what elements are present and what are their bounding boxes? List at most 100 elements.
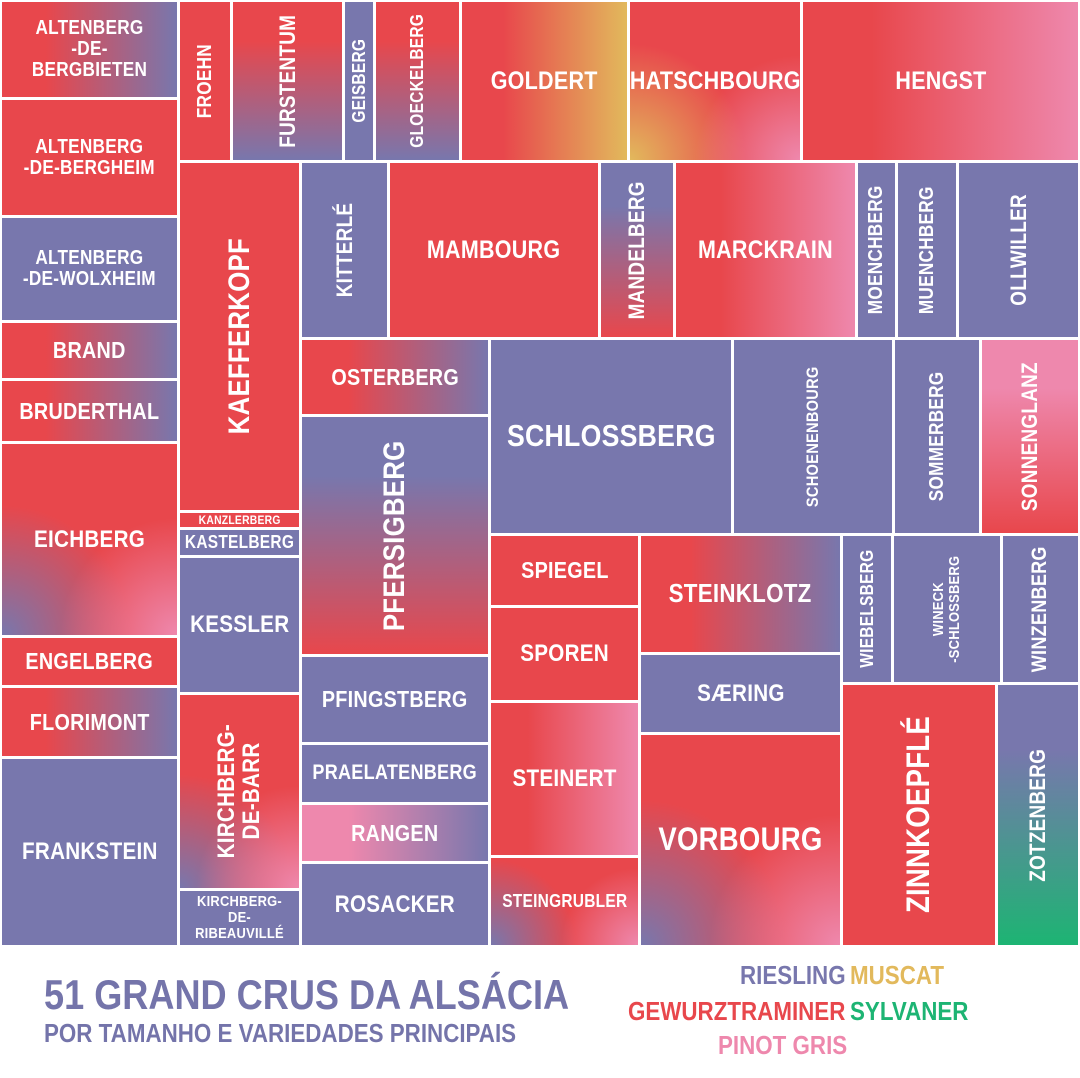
cell-label: SPIEGEL [520, 557, 609, 584]
treemap: ALTENBERG -DE-BERGBIETEN ALTENBERG -DE-BE… [2, 2, 1078, 945]
treemap-cell: SOMMERBERG [895, 340, 979, 533]
cell-label: SONNENGLANZ [1017, 362, 1043, 511]
cell-label: KITTERLÉ [331, 202, 357, 298]
treemap-cell: FROEHN [180, 2, 230, 160]
treemap-cell: GEISBERG [345, 2, 373, 160]
treemap-cell: GOLDERT [462, 2, 627, 160]
cell-label: PRAELATENBERG [312, 761, 478, 785]
treemap-cell: MUENCHBERG [898, 163, 956, 337]
treemap-cell: GLOECKELBERG [376, 2, 459, 160]
cell-label: PFINGSTBERG [322, 686, 468, 713]
cell-label: KANZLERBERG [198, 513, 281, 527]
cell-label: STEINGRUBLER [501, 891, 628, 912]
treemap-cell: KAEFFERKOPF [180, 163, 299, 510]
treemap-cell: STEINGRUBLER [491, 858, 638, 945]
cell-label: KESSLER [189, 611, 290, 639]
cell-label: SPOREN [520, 640, 609, 668]
treemap-cell: VORBOURG [641, 735, 840, 945]
treemap-cell: ROSACKER [302, 864, 488, 945]
cell-label: KIRCHBERG- DE-BARR [213, 724, 266, 859]
legend-pinot-gris: PINOT GRIS [718, 1030, 848, 1060]
treemap-cell: ZOTZENBERG [998, 685, 1078, 945]
treemap-cell: STEINKLOTZ [641, 536, 840, 652]
cell-label: OSTERBERG [331, 363, 459, 390]
cell-label: ALTENBERG -DE-BERGHEIM [23, 135, 156, 179]
treemap-cell: PRAELATENBERG [302, 745, 488, 802]
treemap-cell: MARCKRAIN [676, 163, 855, 337]
cell-label: FLORIMONT [29, 708, 150, 735]
treemap-cell: SPIEGEL [491, 536, 638, 605]
title-block: 51 GRAND CRUS DA ALSÁCIA POR TAMANHO E V… [44, 971, 655, 1049]
cell-label: FURSTENTUM [274, 14, 300, 148]
legend-sylvaner: SYLVANER [850, 996, 969, 1026]
treemap-cell: HATSCHBOURG [630, 2, 800, 160]
treemap-cell: KANZLERBERG [180, 513, 299, 527]
treemap-cell: MANDELBERG [601, 163, 673, 337]
treemap-cell: FLORIMONT [2, 688, 177, 756]
cell-label: WIEBELSBERG [856, 549, 877, 669]
treemap-cell: RANGEN [302, 805, 488, 861]
cell-label: EICHBERG [33, 525, 146, 553]
treemap-cell: OSTERBERG [302, 340, 488, 414]
treemap-cell: ENGELBERG [2, 638, 177, 685]
chart-subtitle: POR TAMANHO E VARIEDADES PRINCIPAIS [44, 1018, 517, 1048]
treemap-cell: FRANKSTEIN [2, 759, 177, 945]
cell-label: MUENCHBERG [915, 186, 938, 314]
treemap-cell: KASTELBERG [180, 530, 299, 555]
cell-label: SCHOENENBOURG [803, 366, 823, 507]
treemap-cell: ALTENBERG -DE-BERGBIETEN [2, 2, 177, 97]
cell-label: ENGELBERG [25, 648, 154, 675]
treemap-cell: WINZENBERG [1003, 536, 1078, 682]
cell-label: BRAND [53, 337, 126, 364]
cell-label: GOLDERT [491, 66, 598, 95]
cell-label: BRUDERTHAL [19, 397, 160, 424]
cell-label: KAEFFERKOPF [222, 238, 256, 435]
cell-label: SCHLOSSBERG [506, 418, 716, 454]
cell-label: MOENCHBERG [865, 185, 887, 315]
cell-label: PFERSIGBERG [378, 440, 412, 631]
cell-label: SOMMERBERG [925, 371, 948, 502]
cell-label: VORBOURG [658, 821, 823, 858]
legend-riesling: RIESLING [740, 960, 846, 990]
cell-label: ZINNKOEPFLÉ [900, 716, 937, 914]
cell-label: WINECK -SCHLOSSBERG [930, 555, 963, 663]
treemap-cell: KESSLER [180, 558, 299, 692]
treemap-cell: EICHBERG [2, 444, 177, 635]
cell-label: MANDELBERG [624, 180, 650, 320]
cell-label: KIRCHBERG- DE-RIBEAUVILLÉ [195, 893, 284, 942]
cell-label: GEISBERG [348, 39, 369, 123]
treemap-cell: BRAND [2, 323, 177, 378]
cell-label: MARCKRAIN [698, 235, 833, 264]
cell-label: HENGST [894, 66, 987, 95]
chart-title: 51 GRAND CRUS DA ALSÁCIA [44, 971, 570, 1018]
cell-label: FRANKSTEIN [21, 838, 158, 866]
cell-label: STEINKLOTZ [669, 578, 812, 609]
treemap-cell: ALTENBERG -DE-BERGHEIM [2, 100, 177, 215]
treemap-cell: PFERSIGBERG [302, 417, 488, 654]
treemap-cell: PFINGSTBERG [302, 657, 488, 742]
treemap-cell: WIEBELSBERG [843, 536, 891, 682]
cell-label: OLLWILLER [1005, 194, 1031, 306]
cell-label: HATSCHBOURG [630, 66, 800, 95]
cell-label: STEINERT [512, 765, 617, 793]
treemap-cell: FURSTENTUM [233, 2, 342, 160]
treemap-cell: HENGST [803, 2, 1078, 160]
cell-label: WINZENBERG [1028, 546, 1052, 672]
legend-muscat: MUSCAT [850, 960, 944, 990]
treemap-cell: BRUDERTHAL [2, 381, 177, 441]
legend-gewurztraminer: GEWURZTRAMINER [628, 996, 846, 1026]
treemap-cell: KIRCHBERG- DE-RIBEAUVILLÉ [180, 891, 299, 945]
treemap-cell: KIRCHBERG- DE-BARR [180, 695, 299, 888]
treemap-cell: SPOREN [491, 608, 638, 700]
cell-label: MAMBOURG [427, 235, 561, 264]
treemap-cell: SÆRING [641, 655, 840, 732]
cell-label: ALTENBERG -DE-BERGBIETEN [31, 17, 148, 81]
cell-label: FROEHN [193, 43, 216, 119]
cell-label: ALTENBERG -DE-WOLXHEIM [22, 247, 157, 290]
treemap-cell: ZINNKOEPFLÉ [843, 685, 995, 945]
treemap-cell: KITTERLÉ [302, 163, 387, 337]
cell-label: SÆRING [696, 679, 785, 707]
treemap-cell: OLLWILLER [959, 163, 1078, 337]
treemap-cell: SONNENGLANZ [982, 340, 1078, 533]
treemap-cell: WINECK -SCHLOSSBERG [894, 536, 1000, 682]
